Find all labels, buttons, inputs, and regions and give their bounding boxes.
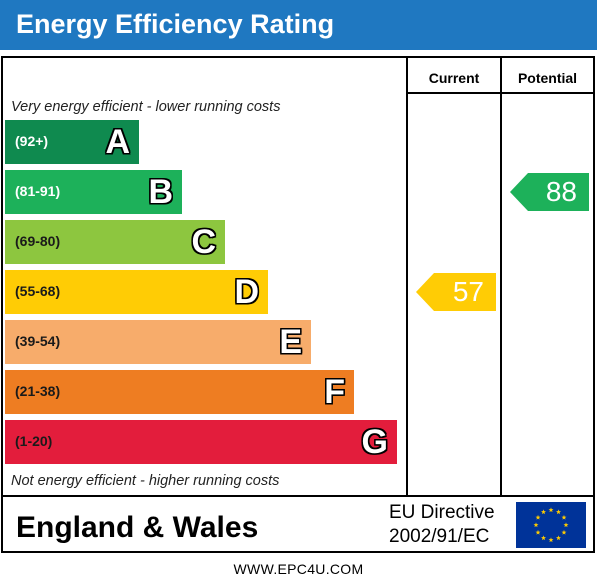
- eu-star-icon: [535, 514, 541, 520]
- current-column-header: Current: [428, 70, 480, 86]
- directive-line-1: EU Directive: [389, 502, 495, 523]
- band-range-label: (55-68): [15, 283, 61, 299]
- band-e: (39-54) E: [5, 320, 311, 364]
- caption-bottom: Not energy efficient - higher running co…: [11, 473, 280, 489]
- potential-column-divider: [500, 58, 502, 495]
- potential-column-header: Potential: [517, 70, 578, 86]
- band-g: (1-20) G: [5, 420, 397, 464]
- band-f: (21-38) F: [5, 370, 354, 414]
- band-b: (81-91) B: [5, 170, 182, 214]
- caption-top: Very energy efficient - lower running co…: [11, 99, 281, 115]
- band-a: (92+) A: [5, 120, 139, 164]
- band-letter: D: [234, 273, 259, 311]
- potential-rating-arrow: 88: [510, 173, 589, 211]
- footer-country: England & Wales: [16, 511, 259, 544]
- page-title: Energy Efficiency Rating: [16, 9, 335, 39]
- eu-star-icon: [556, 509, 561, 515]
- potential-rating-value: 88: [545, 176, 577, 207]
- eu-star-icon: [541, 509, 546, 515]
- footer-divider: [3, 495, 593, 497]
- eu-star-icon: [541, 535, 546, 541]
- band-range-label: (21-38): [15, 383, 61, 399]
- band-range-label: (39-54): [15, 333, 61, 349]
- eu-star-icon: [556, 535, 561, 541]
- band-letter: C: [191, 223, 216, 261]
- band-range-label: (1-20): [15, 433, 53, 449]
- band-letter: A: [105, 123, 130, 161]
- band-letter: F: [324, 373, 345, 411]
- band-c: (69-80) C: [5, 220, 225, 264]
- band-letter: E: [279, 323, 302, 361]
- eu-star-icon: [561, 514, 567, 520]
- website-url: WWW.EPC4U.COM: [233, 561, 364, 577]
- current-rating-value: 57: [452, 276, 484, 307]
- eu-star-icon: [548, 537, 554, 543]
- band-letter: B: [148, 173, 173, 211]
- band-range-label: (81-91): [15, 183, 61, 199]
- eu-star-icon: [563, 522, 569, 528]
- band-range-label: (92+): [15, 133, 49, 149]
- eu-star-icon: [533, 522, 539, 528]
- header-bar: Energy Efficiency Rating: [0, 0, 597, 50]
- rating-panel: Current Potential Very energy efficient …: [1, 56, 595, 553]
- eu-star-icon: [561, 529, 567, 535]
- current-rating-arrow: 57: [416, 273, 496, 311]
- current-column-divider: [406, 58, 408, 495]
- eu-flag-icon: [516, 502, 586, 548]
- band-letter: G: [361, 423, 388, 461]
- column-header-divider: [406, 92, 595, 94]
- directive-line-2: 2002/91/EC: [389, 526, 490, 547]
- band-d: (55-68) D: [5, 270, 268, 314]
- eu-star-icon: [535, 529, 541, 535]
- band-range-label: (69-80): [15, 233, 61, 249]
- eu-star-icon: [548, 507, 554, 513]
